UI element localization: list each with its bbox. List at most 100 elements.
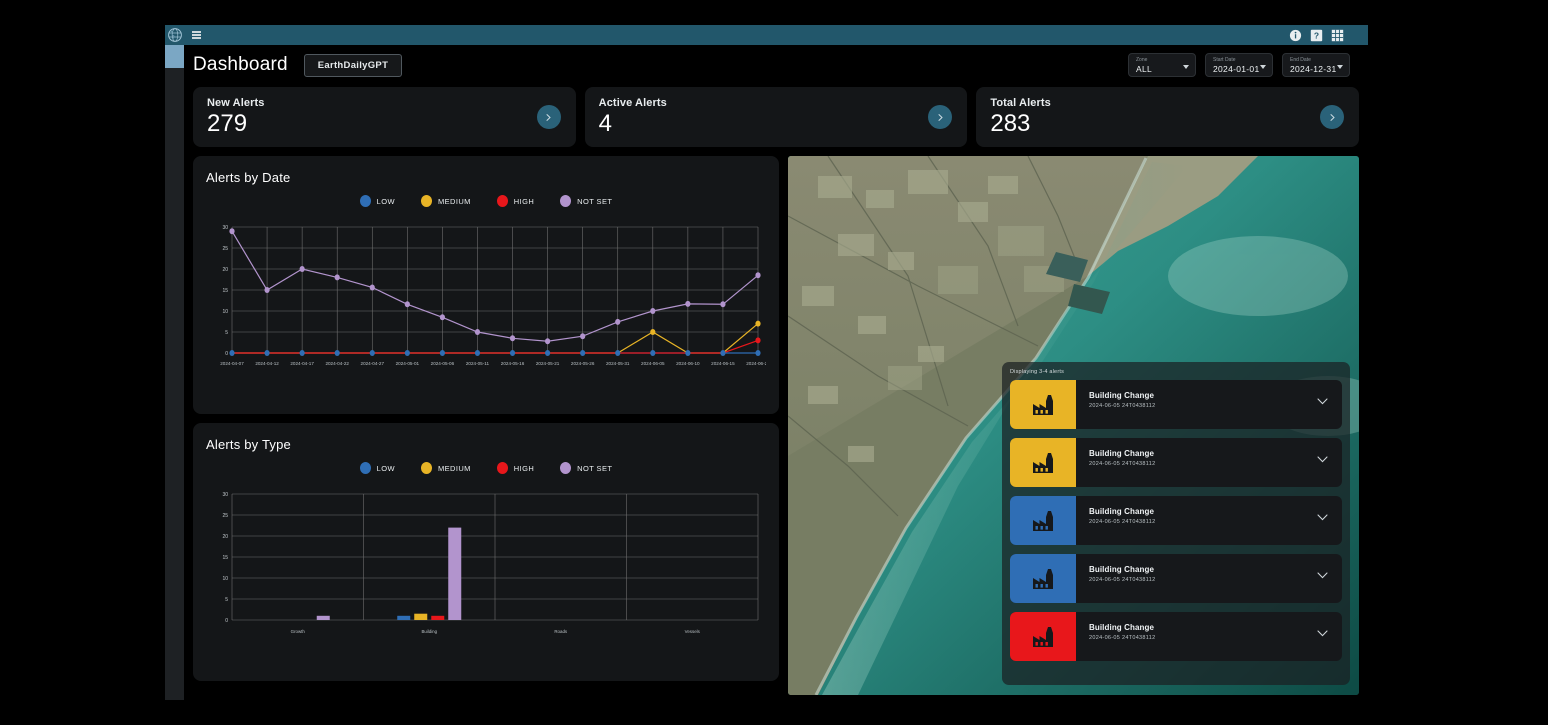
alerts-by-type-panel: Alerts by Type LOW MEDIUM HIGH [193,423,779,681]
legend-item[interactable]: MEDIUM [420,462,471,474]
svg-text:15: 15 [222,555,228,561]
stat-label: New Alerts [207,97,265,109]
top-bar: ? [165,25,1368,45]
filter-group: Zone ALL Start Date 2024-01-01 End Date … [1128,53,1350,77]
start-date-filter-label: Start Date [1213,57,1236,63]
alert-card[interactable]: Building Change 2024-06-05 24T0438112 [1010,380,1342,429]
legend-label: LOW [376,463,395,473]
new-alerts-card[interactable]: New Alerts 279 [193,87,576,147]
chevron-down-icon[interactable] [1317,398,1328,405]
alert-title: Building Change [1089,391,1155,400]
stat-label: Active Alerts [598,97,667,109]
bar-chart-wrap: 0 5 10 15 20 25 30 Growth Building Roads Vessels [206,490,766,638]
help-icon[interactable]: ? [1310,29,1323,42]
chevron-down-icon[interactable] [1260,65,1266,69]
satellite-map[interactable]: Displaying 3-4 alerts Building Change 202… [788,156,1359,695]
end-date-filter-value: 2024-12-31 [1290,64,1337,74]
main-content: Dashboard EarthDailyGPT Zone ALL Start D… [184,45,1368,700]
earthdailygpt-button[interactable]: EarthDailyGPT [303,53,403,77]
svg-text:2024-04-07: 2024-04-07 [220,361,244,366]
topbar-icon-group: ? [1289,29,1344,42]
active-alerts-card[interactable]: Active Alerts 4 [584,87,968,147]
svg-text:10: 10 [222,576,228,582]
legend-label: LOW [376,196,395,206]
svg-text:2024-05-11: 2024-05-11 [466,361,490,366]
svg-text:15: 15 [222,288,228,294]
chevron-down-icon[interactable] [1337,65,1343,69]
chevron-down-icon[interactable] [1317,572,1328,579]
factory-icon [1010,380,1076,429]
legend-item[interactable]: NOT SET [560,462,612,474]
alert-body: Building Change 2024-06-05 24T0438112 [1076,380,1342,429]
alert-title: Building Change [1089,449,1155,458]
stat-value: 4 [598,110,613,137]
end-date-filter[interactable]: End Date 2024-12-31 [1282,53,1350,77]
panel-title: Alerts by Date [206,170,291,185]
legend-item[interactable]: HIGH [496,195,534,207]
start-date-filter-value: 2024-01-01 [1213,64,1260,74]
legend-label: HIGH [513,463,535,473]
svg-text:Roads: Roads [554,629,567,634]
svg-text:2024-04-12: 2024-04-12 [255,361,279,366]
svg-text:2024-06-15: 2024-06-15 [711,361,735,366]
alert-card[interactable]: Building Change 2024-06-05 24T0438112 [1010,554,1342,603]
svg-text:2024-06-10: 2024-06-10 [676,361,700,366]
alert-meta: 2024-06-05 24T0438112 [1089,519,1156,525]
svg-text:?: ? [1314,30,1319,40]
svg-text:30: 30 [222,225,228,231]
total-alerts-card[interactable]: Total Alerts 283 [976,87,1360,147]
legend-item[interactable]: LOW [359,195,395,207]
svg-text:25: 25 [222,513,228,519]
alert-body: Building Change 2024-06-05 24T0438112 [1076,554,1342,603]
alert-card[interactable]: Building Change 2024-06-05 24T0438112 [1010,438,1342,487]
legend-item[interactable]: MEDIUM [420,195,471,207]
alert-body: Building Change 2024-06-05 24T0438112 [1076,496,1342,545]
chevron-down-icon[interactable] [1317,514,1328,521]
legend-line-chart: LOW MEDIUM HIGH NOT SET [206,195,766,207]
svg-text:2024-05-01: 2024-05-01 [396,361,420,366]
svg-text:Building: Building [421,629,437,634]
page-header: Dashboard EarthDailyGPT Zone ALL Start D… [184,45,1368,85]
chevron-right-icon[interactable] [536,105,561,129]
legend-color-dot [359,462,371,474]
info-icon[interactable] [1289,29,1302,42]
chevron-right-icon[interactable] [1320,105,1345,129]
svg-text:2024-06-05: 2024-06-05 [641,361,665,366]
legend-color-dot [359,195,371,207]
svg-text:20: 20 [222,534,228,540]
chevron-down-icon[interactable] [1183,65,1189,69]
apps-grid-icon[interactable] [1331,29,1344,42]
sidebar-item-active[interactable] [165,45,184,68]
zone-filter[interactable]: Zone ALL [1128,53,1196,77]
chevron-down-icon[interactable] [1317,630,1328,637]
legend-color-dot [420,462,432,474]
svg-text:2024-04-27: 2024-04-27 [361,361,385,366]
alert-card[interactable]: Building Change 2024-06-05 24T0438112 [1010,612,1342,661]
stat-value: 279 [207,110,248,137]
stat-value: 283 [990,110,1031,137]
alert-body: Building Change 2024-06-05 24T0438112 [1076,612,1342,661]
chevron-down-icon[interactable] [1317,456,1328,463]
globe-icon[interactable] [167,27,183,43]
alert-card[interactable]: Building Change 2024-06-05 24T0438112 [1010,496,1342,545]
svg-text:20: 20 [222,267,228,273]
app-window: ? Dashboard EarthDailyGPT Zone ALL [165,25,1368,700]
start-date-filter[interactable]: Start Date 2024-01-01 [1205,53,1273,77]
svg-text:Growth: Growth [291,629,306,634]
legend-label: NOT SET [577,196,613,206]
svg-text:2024-06-20: 2024-06-20 [746,361,766,366]
legend-item[interactable]: LOW [359,462,395,474]
svg-text:5: 5 [225,330,228,336]
factory-icon [1010,496,1076,545]
svg-text:Vessels: Vessels [685,629,701,634]
alerts-by-type-chart: 0 5 10 15 20 25 30 Growth Building Roads Vessels [222,492,759,634]
legend-item[interactable]: NOT SET [560,195,612,207]
svg-text:2024-05-06: 2024-05-06 [431,361,455,366]
legend-item[interactable]: HIGH [496,462,535,474]
hamburger-icon[interactable] [192,31,201,39]
alerts-by-date-panel: Alerts by Date LOW MEDIUM HIGH [193,156,779,414]
chevron-right-icon[interactable] [928,105,953,129]
legend-label: NOT SET [577,463,613,473]
legend-color-dot [560,462,572,474]
alert-meta: 2024-06-05 24T0438112 [1089,635,1156,641]
